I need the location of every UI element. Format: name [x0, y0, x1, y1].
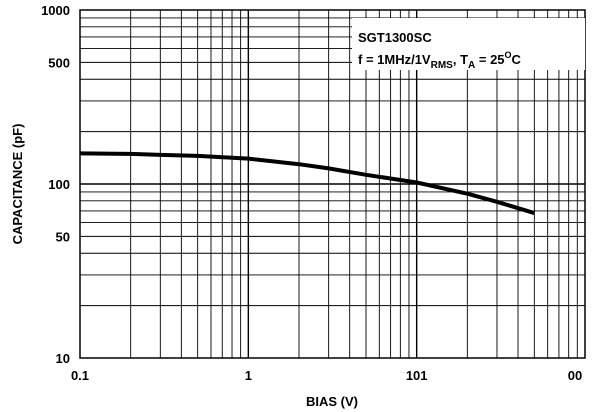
plot-frame	[79, 9, 586, 359]
legend-freq: f = 1MHz/1V	[358, 52, 431, 67]
legend-box	[352, 18, 585, 70]
legend-title: SGT1300SC	[358, 30, 432, 45]
legend-conditions: f = 1MHz/1VRMS, TA = 25OC	[358, 50, 522, 71]
x-tick-label: 00	[568, 368, 582, 383]
y-tick-label: 500	[48, 55, 70, 70]
x-tick-label: 0.1	[71, 368, 89, 383]
y-tick-label: 1000	[41, 3, 70, 18]
x-tick-labels: 0.1 1 101 00	[71, 368, 582, 383]
legend-sup-degree: O	[505, 50, 512, 60]
x-tick-label: 101	[406, 368, 428, 383]
capacitance-curve	[79, 151, 535, 216]
y-tick-label: 50	[56, 229, 70, 244]
y-tick-labels: 10 50 100 500 1000	[41, 3, 70, 366]
y-tick-label: 100	[48, 177, 70, 192]
legend-ta: , T	[453, 52, 468, 67]
legend-unit: C	[512, 52, 522, 67]
legend-temp: = 25	[475, 52, 504, 67]
y-tick-label: 10	[56, 351, 70, 366]
legend: SGT1300SC f = 1MHz/1VRMS, TA = 25OC	[352, 18, 585, 71]
legend-sub-rms: RMS	[431, 60, 454, 71]
x-axis-label: BIAS (V)	[306, 394, 358, 409]
series-layer	[79, 151, 535, 216]
y-axis-label: CAPACITANCE (pF)	[10, 124, 25, 245]
x-tick-label: 1	[245, 368, 252, 383]
legend-sub-a: A	[468, 60, 475, 71]
